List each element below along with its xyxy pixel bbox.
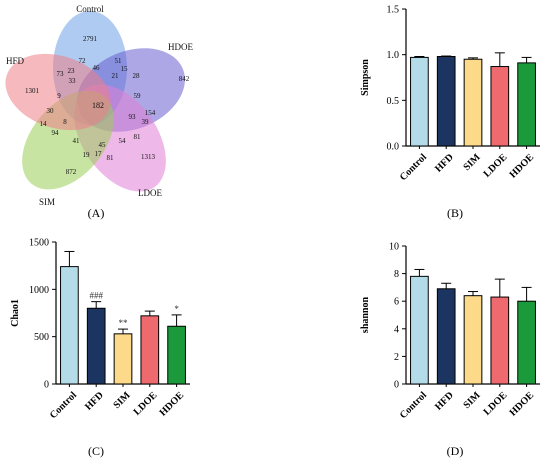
venn-region-count: 9 bbox=[57, 92, 61, 100]
bar-sim bbox=[113, 333, 133, 385]
venn-region-count: 28 bbox=[133, 72, 141, 80]
x-tick-label: Control bbox=[48, 390, 79, 421]
y-axis-label: Chao1 bbox=[10, 299, 21, 327]
venn-set-name-ldoe: LDOE bbox=[138, 188, 162, 198]
venn-region-count: 73 bbox=[57, 70, 65, 78]
venn-petals bbox=[5, 11, 185, 192]
x-tick-label: LDOE bbox=[482, 390, 510, 418]
bar-hfd bbox=[436, 55, 456, 147]
bar-hfd bbox=[436, 288, 456, 385]
bar-hdoe bbox=[517, 62, 536, 147]
y-tick-label: 6 bbox=[394, 297, 399, 308]
y-tick-label: 1.5 bbox=[387, 5, 400, 16]
venn-unique-count: 2791 bbox=[83, 35, 98, 43]
venn-region-count: 8 bbox=[63, 118, 67, 126]
panel-label-d: (D) bbox=[447, 444, 464, 458]
x-tick-label: HFD bbox=[83, 390, 106, 413]
venn-region-count: 21 bbox=[112, 72, 120, 80]
venn-region-count: 45 bbox=[99, 141, 107, 149]
venn-region-count: 51 bbox=[115, 57, 123, 65]
x-tick-label: HDOE bbox=[158, 390, 187, 419]
venn-region-count: 15 bbox=[121, 65, 129, 73]
y-axis-label: Simpson bbox=[360, 59, 371, 96]
panel-label-a: (A) bbox=[88, 206, 105, 220]
y-tick-label: 0.5 bbox=[387, 96, 400, 107]
venn-region-count: 59 bbox=[134, 92, 142, 100]
significance-mark: ### bbox=[89, 291, 103, 301]
x-tick-label: HDOE bbox=[508, 152, 537, 181]
y-tick-label: 1.0 bbox=[387, 50, 400, 61]
y-tick-label: 0 bbox=[44, 380, 49, 391]
venn-unique-count: 872 bbox=[66, 168, 77, 176]
venn-core-count: 182 bbox=[92, 101, 104, 110]
venn-region-count: 23 bbox=[68, 67, 76, 75]
bar-ldoe bbox=[490, 296, 510, 385]
x-tick-label: Control bbox=[398, 390, 429, 421]
chao1-chart: 0 500 1000 1500 Chao1 Control HFD ### SIM ** LDOEH… bbox=[10, 238, 190, 421]
panel-label-c: (C) bbox=[88, 444, 104, 458]
y-tick-label: 0 bbox=[394, 380, 399, 391]
y-axis-label: shannon bbox=[360, 296, 371, 333]
y-tick-label: 4 bbox=[394, 324, 399, 335]
bar-hfd bbox=[86, 307, 106, 385]
bar-sim bbox=[463, 295, 483, 385]
venn-region-count: 14 bbox=[40, 120, 48, 128]
x-tick-label: SIM bbox=[112, 389, 134, 411]
venn-region-count: 19 bbox=[83, 151, 91, 159]
y-tick-label: 1500 bbox=[29, 238, 49, 249]
y-tick-label: 500 bbox=[34, 332, 49, 343]
bar-control bbox=[410, 275, 429, 385]
venn-region-count: 39 bbox=[142, 118, 150, 126]
bar-hdoe bbox=[167, 325, 186, 385]
y-tick-label: 1000 bbox=[29, 285, 49, 296]
x-tick-label: LDOE bbox=[482, 152, 510, 180]
venn-set-labels: Control HDOE LDOE SIM HFD bbox=[6, 4, 193, 207]
x-tick-label: Control bbox=[398, 152, 429, 183]
bar-control bbox=[410, 56, 429, 147]
x-tick-label: SIM bbox=[462, 389, 484, 411]
venn-unique-count: 1313 bbox=[141, 153, 156, 161]
venn-region-count: 154 bbox=[145, 109, 156, 117]
significance-mark: * bbox=[174, 304, 179, 314]
x-tick-label: HDOE bbox=[508, 390, 537, 419]
bar-sim bbox=[463, 58, 483, 147]
venn-region-count: 41 bbox=[73, 137, 81, 145]
y-tick-label: 2 bbox=[394, 352, 399, 363]
panel-label-b: (B) bbox=[447, 206, 463, 220]
venn-set-name-control: Control bbox=[76, 4, 104, 14]
venn-set-name-hfd: HFD bbox=[6, 56, 25, 66]
bar-ldoe bbox=[140, 315, 160, 385]
venn-region-count: 46 bbox=[93, 64, 101, 72]
x-tick-label: LDOE bbox=[132, 390, 160, 418]
venn-set-name-hdoe: HDOE bbox=[168, 42, 193, 52]
significance-mark: ** bbox=[119, 318, 129, 328]
venn-region-count: 54 bbox=[119, 137, 127, 145]
bar-control bbox=[60, 266, 79, 385]
venn-region-count: 94 bbox=[52, 129, 60, 137]
venn-region-count: 93 bbox=[129, 113, 137, 121]
x-tick-label: SIM bbox=[462, 151, 484, 173]
venn-region-count: 17 bbox=[95, 150, 103, 158]
x-tick-label: HFD bbox=[433, 152, 456, 175]
venn-petal-hfd bbox=[5, 53, 111, 131]
bar-ldoe bbox=[490, 66, 510, 147]
venn-unique-count: 842 bbox=[179, 75, 190, 83]
venn-set-name-sim: SIM bbox=[39, 197, 55, 207]
venn-region-count: 72 bbox=[79, 57, 87, 65]
y-tick-label: 10 bbox=[389, 242, 399, 253]
venn-unique-count: 1301 bbox=[25, 87, 40, 95]
venn-region-count: 81 bbox=[134, 133, 142, 141]
x-tick-label: HFD bbox=[433, 390, 456, 413]
y-tick-label: 0.0 bbox=[387, 142, 400, 153]
venn-region-count: 30 bbox=[47, 107, 55, 115]
bar-hdoe bbox=[517, 300, 536, 385]
y-tick-label: 8 bbox=[394, 269, 399, 280]
venn-region-count: 81 bbox=[107, 154, 115, 162]
venn-region-count: 33 bbox=[69, 77, 77, 85]
